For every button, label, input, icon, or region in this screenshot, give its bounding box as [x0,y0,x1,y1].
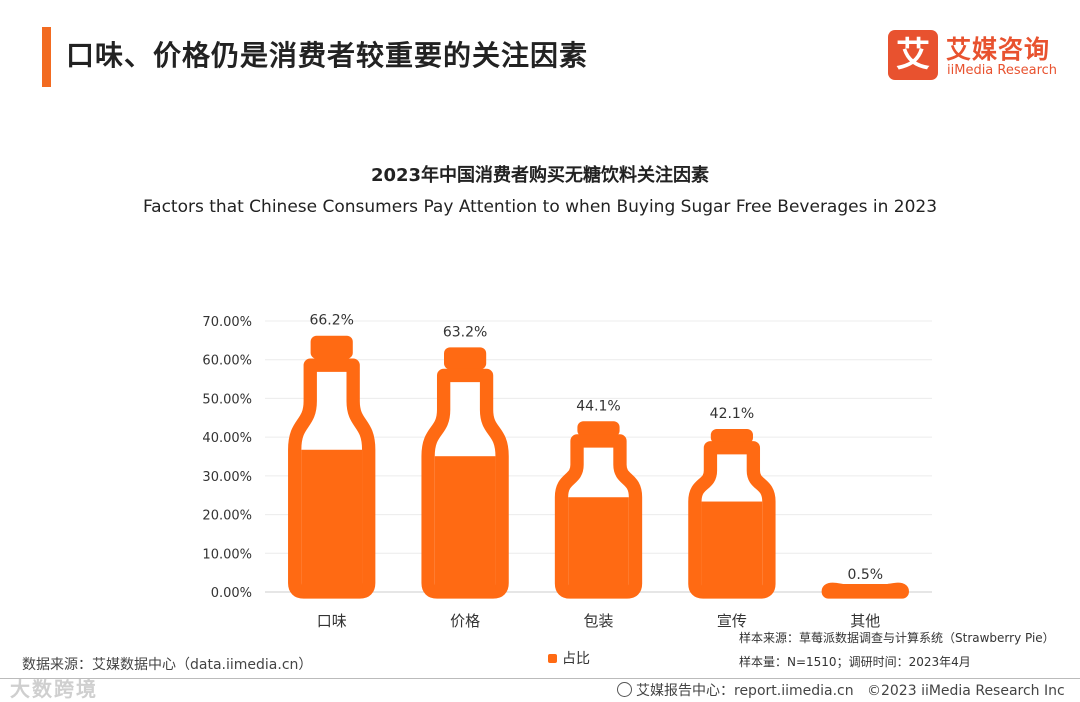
y-tick-label: 30.00% [202,470,252,485]
y-tick-label: 10.00% [202,547,252,562]
bar-bottle [688,429,776,599]
bar-bottle [288,335,376,599]
sample-source-note: 样本来源：草莓派数据调查与计算系统（Strawberry Pie） [739,631,1055,645]
footer: 艾媒报告中心：report.iimedia.cn ©2023 iiMedia R… [617,680,1065,700]
footer-divider [0,678,1080,679]
data-label: 63.2% [443,324,487,340]
footer-copyright: ©2023 iiMedia Research Inc [866,683,1065,699]
y-tick-label: 0.00% [211,586,252,601]
bar-bottle [821,582,909,599]
logo-name-cn: 艾媒咨询 [946,35,1051,64]
bar-bottle [421,347,509,599]
x-tick-label: 宣传 [717,612,747,630]
bottle-cap [310,335,353,359]
title-accent-bar [42,27,51,87]
globe-icon [617,682,632,697]
x-tick-label: 其他 [850,612,880,630]
bottle-fill [434,456,496,589]
watermark: 大数跨境 [10,677,98,701]
bottle-fill [301,449,363,589]
data-label: 0.5% [848,567,884,583]
x-tick-label: 包装 [583,612,613,630]
data-source-note: 数据来源：艾媒数据中心（data.iimedia.cn） [22,657,313,673]
bottle-fill [568,497,629,589]
bottle-cap [444,347,487,370]
y-tick-label: 40.00% [202,431,252,446]
bottle-cap [577,421,620,437]
chart-title: 2023年中国消费者购买无糖饮料关注因素 [370,165,710,186]
bottle-fill [701,501,763,589]
x-tick-label: 价格 [450,612,480,630]
footer-report-center: 艾媒报告中心：report.iimedia.cn [636,683,854,699]
logo-name-en: iiMedia Research [947,63,1058,78]
page-title: 口味、价格仍是消费者较重要的关注因素 [66,39,589,72]
bottle-cap [710,429,753,444]
y-tick-label: 70.00% [202,315,252,330]
data-label: 66.2% [309,313,353,329]
y-tick-label: 50.00% [202,392,252,407]
bottle-swatch-icon [548,654,557,663]
y-tick-label: 20.00% [202,509,252,524]
data-label: 42.1% [710,406,754,422]
y-tick-label: 60.00% [202,354,252,369]
chart-subtitle: Factors that Chinese Consumers Pay Atten… [142,197,938,217]
brand-logo: 艾 艾媒咨询 iiMedia Research [888,30,1058,82]
x-tick-label: 口味 [317,612,347,630]
bar-bottle [554,421,643,599]
chart-legend: 占比 [548,648,590,668]
legend-label: 占比 [562,651,590,667]
data-label: 44.1% [576,398,620,414]
bottle-body [821,582,909,599]
logo-mark-icon: 艾 [888,30,938,80]
sample-size-note: 样本量：N=1510；调研时间：2023年4月 [739,655,971,669]
